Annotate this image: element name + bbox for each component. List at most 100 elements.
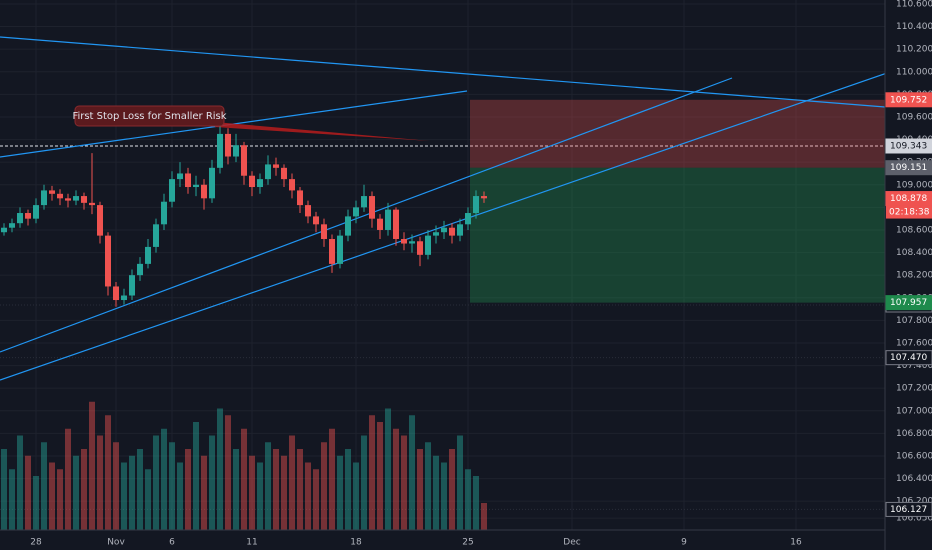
volume-bar bbox=[433, 455, 439, 530]
annotation: First Stop Loss for Smaller Risk bbox=[72, 105, 227, 127]
candle-body bbox=[337, 235, 343, 264]
candle-body bbox=[465, 213, 471, 225]
candle-body bbox=[305, 205, 311, 217]
volume-bar bbox=[361, 435, 367, 530]
candle-body bbox=[161, 201, 167, 225]
candle-body bbox=[473, 196, 479, 214]
volume-bar bbox=[289, 435, 295, 530]
candle-body bbox=[297, 190, 303, 206]
price-tag bbox=[885, 138, 932, 154]
candle-body bbox=[169, 179, 175, 202]
x-tick-label: 11 bbox=[246, 538, 257, 548]
x-tick-label: Nov bbox=[107, 538, 125, 548]
candle-body bbox=[41, 190, 47, 206]
price-tag-label: 106.127 bbox=[890, 505, 927, 515]
candle-body bbox=[1, 227, 7, 233]
candle-body bbox=[265, 164, 271, 180]
candle-body bbox=[185, 173, 191, 188]
volume-bar bbox=[81, 449, 87, 530]
candle-body bbox=[225, 133, 231, 157]
candle-body bbox=[417, 241, 423, 255]
volume-bar bbox=[273, 449, 279, 530]
target-box bbox=[470, 167, 885, 303]
candle-body bbox=[137, 263, 143, 276]
volume-bar bbox=[233, 449, 239, 530]
y-tick-label: 106.600 bbox=[896, 451, 932, 461]
candle-body bbox=[321, 224, 327, 240]
candles bbox=[1, 122, 487, 307]
x-tick-label: 28 bbox=[30, 538, 42, 548]
volume-bar bbox=[257, 462, 263, 530]
candle-body bbox=[73, 196, 79, 201]
volume-bar bbox=[73, 455, 79, 530]
volume-bar bbox=[337, 455, 343, 530]
y-tick-label: 107.800 bbox=[896, 316, 932, 326]
x-tick-label: 9 bbox=[681, 538, 687, 548]
y-tick-label: 106.200 bbox=[896, 497, 932, 507]
price-tag bbox=[885, 501, 932, 517]
volume-bar bbox=[25, 455, 31, 530]
candle-body bbox=[33, 205, 39, 219]
price-tag-label: 109.343 bbox=[890, 142, 927, 152]
volume-bar bbox=[129, 455, 135, 530]
volume-bar bbox=[49, 462, 55, 530]
candle-body bbox=[177, 173, 183, 180]
candle-body bbox=[441, 227, 447, 233]
candle-body bbox=[241, 145, 247, 176]
volume-bar bbox=[385, 408, 391, 530]
volume-bar bbox=[369, 415, 375, 530]
candle-body bbox=[193, 184, 199, 188]
y-tick-label: 110.000 bbox=[896, 67, 932, 77]
volume-bar bbox=[353, 462, 359, 530]
volume-bar bbox=[137, 449, 143, 530]
volume-bar bbox=[17, 435, 23, 530]
candle-body bbox=[433, 232, 439, 236]
candle-body bbox=[393, 209, 399, 240]
y-tick-label: 108.400 bbox=[896, 248, 932, 258]
countdown-tag bbox=[886, 205, 932, 219]
volume-bar bbox=[409, 415, 415, 530]
price-tag-label: 107.957 bbox=[890, 298, 927, 308]
annotation-text: First Stop Loss for Smaller Risk bbox=[72, 111, 226, 122]
volume-bar bbox=[1, 449, 7, 530]
y-tick-label: 107.000 bbox=[896, 406, 932, 416]
volume-bar bbox=[41, 442, 47, 530]
candle-body bbox=[153, 224, 159, 247]
candle-body bbox=[273, 164, 279, 168]
volume-bar bbox=[393, 428, 399, 530]
x-tick-label: 6 bbox=[169, 538, 175, 548]
candle-body bbox=[233, 145, 239, 157]
volume-bar bbox=[321, 442, 327, 530]
candle-body bbox=[201, 184, 207, 199]
price-tag-label: 108.878 bbox=[890, 194, 927, 204]
y-tick-label: 106.050 bbox=[896, 514, 932, 524]
candle-body bbox=[257, 179, 263, 188]
y-tick-label: 106.800 bbox=[896, 429, 932, 439]
volume-bar bbox=[241, 428, 247, 530]
volume-bar bbox=[209, 435, 215, 530]
candle-body bbox=[377, 218, 383, 230]
candle-body bbox=[481, 196, 487, 199]
y-tick-label: 110.600 bbox=[896, 0, 932, 9]
annotation-box bbox=[74, 105, 225, 127]
candle-body bbox=[313, 216, 319, 225]
x-tick-label: 16 bbox=[790, 538, 802, 548]
volume-bar bbox=[345, 449, 351, 530]
candle-body bbox=[9, 223, 15, 228]
candle-body bbox=[457, 224, 463, 236]
volume-bar bbox=[65, 428, 71, 530]
x-tick-label: 18 bbox=[350, 538, 362, 548]
volume-bar bbox=[193, 422, 199, 530]
countdown: 02:18:38 bbox=[889, 208, 930, 218]
volume-bar bbox=[97, 435, 103, 530]
y-tick-label: 108.600 bbox=[896, 225, 932, 235]
price-tag-label: 109.151 bbox=[890, 163, 927, 173]
price-tag-label: 109.752 bbox=[890, 95, 927, 105]
candle-body bbox=[249, 175, 255, 188]
volume-bar bbox=[377, 422, 383, 530]
y-tick-label: 110.200 bbox=[896, 45, 932, 55]
candle-body bbox=[329, 239, 335, 264]
price-tag bbox=[885, 350, 932, 366]
volume-bar bbox=[113, 442, 119, 530]
x-tick-label: Dec bbox=[563, 538, 580, 548]
